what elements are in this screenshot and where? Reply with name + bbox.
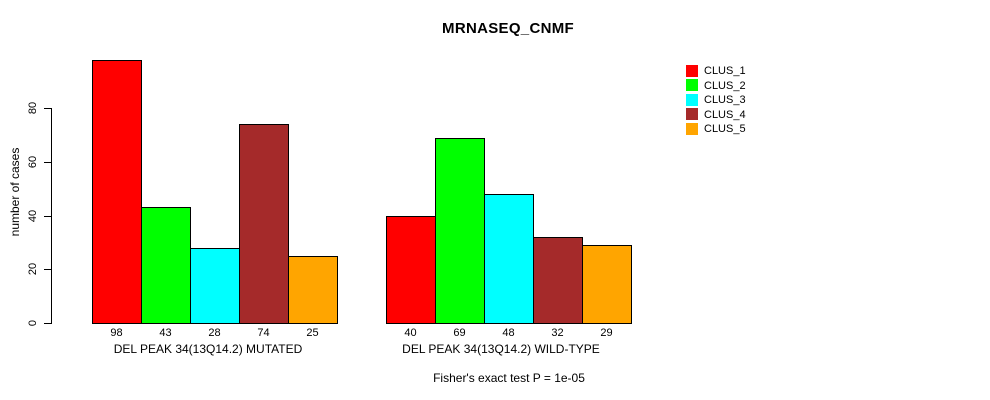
legend-swatch-clus_4 [686, 108, 698, 120]
y-tick-label: 20 [27, 263, 39, 276]
bar-clus_5 [582, 245, 632, 324]
legend-label: CLUS_3 [704, 94, 746, 106]
y-tick-label: 60 [27, 155, 39, 168]
bar-clus_5 [288, 255, 338, 324]
bar-clus_3 [484, 194, 534, 324]
fisher-test-note: Fisher's exact test P = 1e-05 [433, 371, 585, 385]
bar-value-label: 74 [257, 327, 270, 339]
legend-swatch-clus_5 [686, 122, 698, 135]
group-axis-label: DEL PEAK 34(13Q14.2) MUTATED [113, 342, 303, 356]
bar-value-label: 25 [306, 327, 319, 339]
bar-clus_4 [533, 237, 583, 324]
chart-title: MRNASEQ_CNMF [442, 20, 574, 37]
bar-value-label: 32 [551, 327, 564, 339]
y-tick-label: 0 [27, 319, 39, 327]
bar-value-label: 29 [600, 327, 613, 339]
bar-value-label: 98 [110, 327, 123, 339]
y-tick [44, 108, 51, 109]
bar-value-label: 43 [159, 327, 172, 339]
bar-value-label: 40 [404, 327, 417, 339]
y-tick [44, 215, 51, 217]
legend-label: CLUS_4 [704, 108, 746, 121]
bar-value-label: 28 [208, 327, 221, 339]
bar-value-label: 69 [453, 327, 466, 339]
y-tick-label: 40 [27, 209, 39, 222]
y-axis-line [51, 108, 52, 324]
y-tick [44, 269, 51, 271]
y-axis-title: number of cases [8, 147, 22, 237]
y-tick-label: 80 [27, 101, 39, 115]
legend-swatch-clus_2 [686, 79, 698, 91]
group-axis-label: DEL PEAK 34(13Q14.2) WILD-TYPE [402, 342, 600, 356]
legend-swatch-clus_1 [686, 64, 698, 77]
y-tick [44, 323, 51, 324]
bar-value-label: 48 [502, 327, 515, 339]
legend-swatch-clus_3 [686, 93, 698, 106]
bar-clus_2 [435, 137, 485, 324]
legend-label: CLUS_1 [704, 65, 746, 77]
legend-label: CLUS_2 [704, 79, 746, 92]
bar-clus_1 [92, 59, 142, 324]
bar-clus_2 [141, 207, 191, 324]
legend-label: CLUS_5 [704, 123, 746, 135]
bar-clus_3 [190, 247, 240, 324]
bar-clus_4 [239, 124, 289, 324]
bar-clus_1 [386, 215, 436, 324]
y-tick [44, 161, 51, 163]
